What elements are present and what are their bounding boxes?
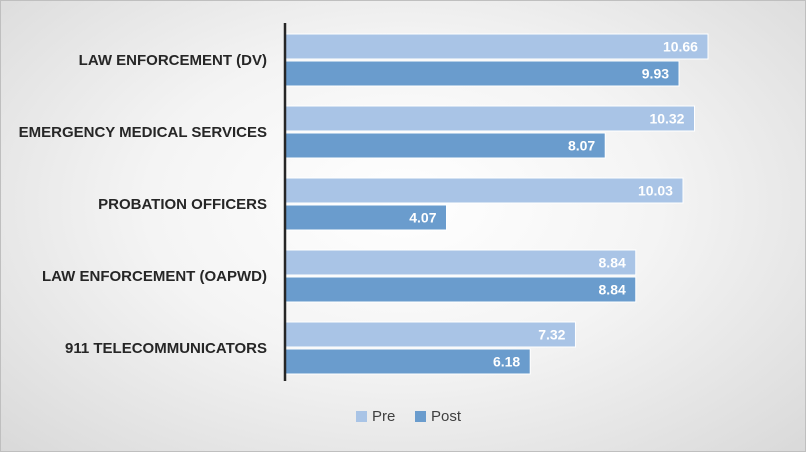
category-label-2: PROBATION OFFICERS [98, 196, 267, 213]
legend-label-pre: Pre [372, 408, 395, 425]
data-label-post-1: 8.07 [568, 138, 595, 154]
data-label-pre-0: 10.66 [663, 39, 698, 55]
bar-post-2 [284, 204, 447, 231]
data-label-pre-3: 8.84 [599, 255, 626, 271]
data-label-post-4: 6.18 [493, 354, 520, 370]
bar-pre-2 [284, 177, 684, 204]
bar-post-3 [284, 276, 637, 303]
category-label-4: 911 TELECOMMUNICATORS [65, 340, 267, 357]
data-label-post-3: 8.84 [599, 282, 626, 298]
legend-swatch-pre [356, 411, 367, 422]
data-label-pre-1: 10.32 [649, 111, 684, 127]
category-label-0: LAW ENFORCEMENT (DV) [79, 52, 267, 69]
bar-pre-1 [284, 105, 695, 132]
bar-pre-0 [284, 33, 709, 60]
legend-label-post: Post [431, 408, 462, 425]
bar-pre-4 [284, 321, 576, 348]
category-label-3: LAW ENFORCEMENT (OAPWD) [42, 268, 267, 285]
bar-post-4 [284, 348, 531, 375]
data-label-pre-4: 7.32 [538, 327, 565, 343]
data-label-pre-2: 10.03 [638, 183, 673, 199]
bar-post-1 [284, 132, 606, 159]
data-label-post-2: 4.07 [409, 210, 436, 226]
legend-swatch-post [415, 411, 426, 422]
bar-post-0 [284, 60, 680, 87]
bar-pre-3 [284, 249, 637, 276]
category-label-1: EMERGENCY MEDICAL SERVICES [19, 124, 267, 141]
data-label-post-0: 9.93 [642, 66, 669, 82]
